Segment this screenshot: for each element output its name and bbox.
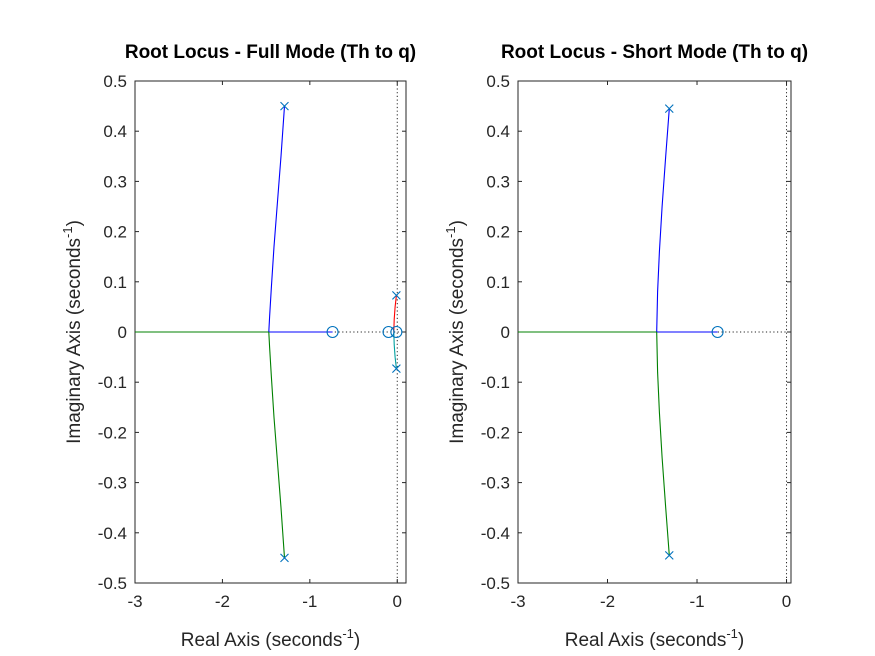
x-axis-label-exponent: -1 [726, 626, 738, 641]
x-axis-label: Real Axis (seconds-1) [565, 626, 744, 651]
chart-title: Root Locus - Short Mode (Th to q) [501, 42, 808, 63]
y-axis-label-close: ) [64, 220, 85, 226]
y-tick-label: -0.5 [481, 574, 510, 593]
pole-marker [664, 104, 674, 113]
y-tick-label: 0 [501, 323, 510, 342]
y-tick-label: 0.1 [486, 273, 510, 292]
y-tick-label: -0.2 [98, 423, 127, 442]
pole-marker [664, 551, 674, 560]
y-tick-label: -0.4 [98, 524, 127, 543]
panel-full-mode: -3 -2 -1 0 -0.5 -0.4 -0.3 -0.2 -0.1 0 0.1 0.2 0.3 0.4… [60, 42, 416, 651]
x-tick-label: 0 [393, 592, 402, 611]
zero-marker [382, 325, 395, 339]
y-tick-label: -0.1 [481, 373, 510, 392]
locus-branch-green [268, 331, 286, 558]
zero-marker [711, 325, 724, 339]
x-axis-label-close: ) [738, 630, 744, 651]
locus-branch-red [393, 295, 397, 333]
y-tick-label: 0.3 [486, 172, 510, 191]
locus-branch-green [656, 331, 670, 556]
chart-title: Root Locus - Full Mode (Th to q) [125, 42, 416, 63]
y-tick-label: 0.4 [103, 122, 127, 141]
pole-marker [280, 553, 289, 563]
x-tick-label: -3 [127, 592, 142, 611]
x-axis-label-text: Real Axis (seconds [181, 630, 343, 651]
y-tick-label: 0.5 [486, 72, 510, 91]
y-axis-label-text: Imaginary Axis (seconds [447, 238, 468, 444]
y-tick-label: 0.1 [103, 273, 127, 292]
y-tick-label: 0.5 [103, 72, 127, 91]
y-axis-label-exponent: -1 [443, 226, 458, 238]
y-axis-label-close: ) [447, 220, 468, 226]
x-axis-label-exponent: -1 [342, 626, 354, 641]
y-axis-label-text: Imaginary Axis (seconds [64, 238, 85, 444]
zero-marker [390, 325, 403, 339]
y-tick-label: 0.3 [103, 172, 127, 191]
y-tick-label: 0.2 [486, 223, 510, 242]
y-tick-label: -0.3 [481, 474, 510, 493]
y-tick-label: -0.3 [98, 474, 127, 493]
pole-marker [391, 364, 401, 374]
y-tick-label: -0.2 [481, 423, 510, 442]
panel-short-mode: -3 -2 -1 0 -0.5 -0.4 -0.3 -0.2 -0.1 0 0.1 0.2 0.3 0.4… [443, 42, 808, 651]
locus-branch-cyan [393, 331, 397, 369]
y-tick-label: 0.2 [103, 223, 127, 242]
x-axis-label-close: ) [354, 630, 360, 651]
x-axis-label: Real Axis (seconds-1) [181, 626, 360, 651]
x-tick-label: -1 [689, 592, 704, 611]
x-tick-label: -2 [600, 592, 615, 611]
x-axis-label-text: Real Axis (seconds [565, 630, 727, 651]
x-tick-label: 0 [782, 592, 791, 611]
y-tick-label: 0.4 [486, 122, 510, 141]
pole-marker [391, 290, 401, 300]
x-tick-label: -3 [510, 592, 525, 611]
x-tick-label: -1 [302, 592, 317, 611]
y-tick-label: -0.4 [481, 524, 510, 543]
zero-marker [326, 325, 339, 339]
locus-branch-blue [656, 108, 670, 333]
y-axis-label-exponent: -1 [60, 226, 75, 238]
y-axis-label: Imaginary Axis (seconds-1) [60, 220, 85, 444]
y-axis-label: Imaginary Axis (seconds-1) [443, 220, 468, 444]
y-tick-label: 0 [118, 323, 127, 342]
x-tick-label: -2 [215, 592, 230, 611]
y-tick-label: -0.1 [98, 373, 127, 392]
locus-branch-blue [268, 106, 286, 333]
pole-marker [280, 101, 289, 111]
y-tick-label: -0.5 [98, 574, 127, 593]
